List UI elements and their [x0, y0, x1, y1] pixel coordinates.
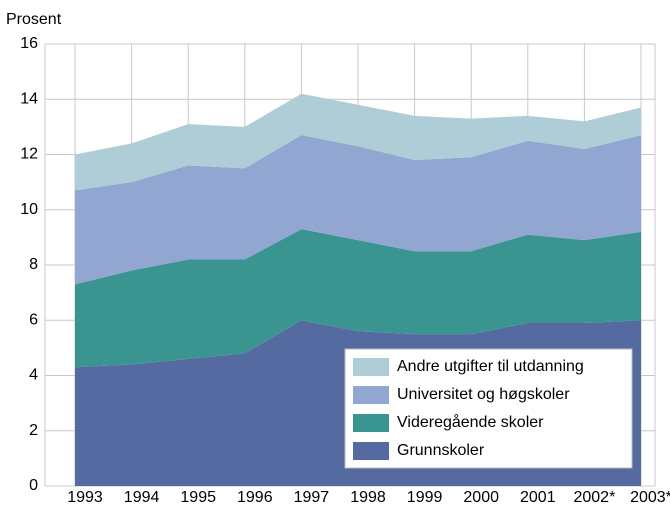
y-tick-label: 4 — [29, 367, 38, 384]
legend-label: Andre utgifter til utdanning — [397, 358, 584, 375]
x-tick-label: 2002* — [573, 489, 615, 506]
x-tick-label: 1994 — [124, 489, 160, 506]
y-tick-label: 6 — [29, 311, 38, 328]
x-tick-label: 1997 — [294, 489, 330, 506]
legend-swatch — [353, 442, 389, 460]
legend-swatch — [353, 414, 389, 432]
legend-swatch — [353, 386, 389, 404]
area — [75, 93, 641, 191]
y-axis-label: Prosent — [6, 11, 62, 28]
x-tick-label: 2001 — [520, 489, 556, 506]
legend-label: Grunnskoler — [397, 442, 485, 459]
y-tick-label: 12 — [20, 146, 38, 163]
y-tick-label: 16 — [20, 35, 38, 52]
x-tick-label: 1999 — [407, 489, 443, 506]
legend-label: Videregående skoler — [397, 413, 544, 431]
area — [75, 135, 641, 285]
y-tick-label: 2 — [29, 422, 38, 439]
legend-label: Universitet og høgskoler — [397, 386, 570, 403]
x-tick-label: 1996 — [237, 489, 273, 506]
y-tick-label: 0 — [29, 477, 38, 494]
y-tick-label: 10 — [20, 201, 38, 218]
legend-swatch — [353, 358, 389, 376]
legend-box — [344, 348, 633, 469]
x-tick-label: 2003* — [630, 489, 670, 506]
y-tick-label: 8 — [29, 256, 38, 273]
area — [75, 229, 641, 368]
x-tick-label: 1995 — [180, 489, 216, 506]
y-tick-label: 14 — [20, 90, 38, 107]
legend: Andre utgifter til utdanning Universitet … — [344, 348, 633, 469]
x-tick-label: 1998 — [350, 489, 386, 506]
x-tick-label: 2000 — [463, 489, 499, 506]
x-tick-label: 1993 — [67, 489, 103, 506]
